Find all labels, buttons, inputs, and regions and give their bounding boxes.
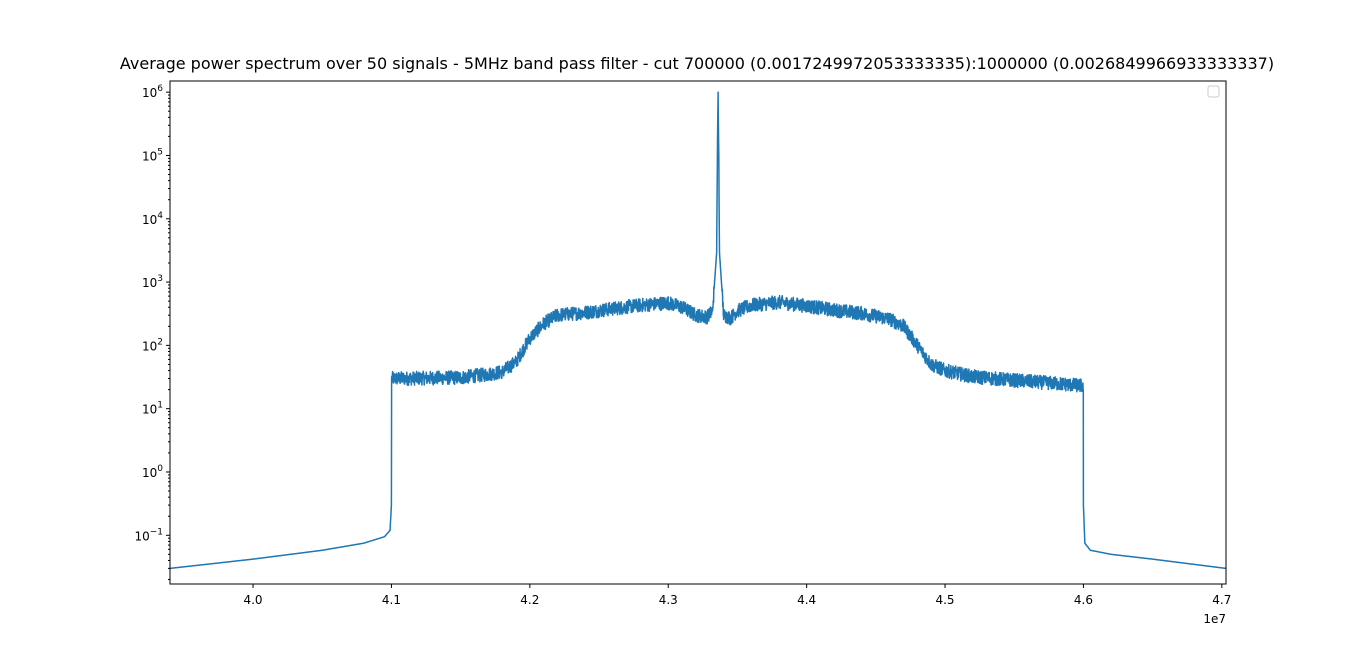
x-tick-label: 4.6 (1074, 593, 1093, 607)
y-tick-label: 105 (142, 147, 163, 163)
series-line-0 (169, 91, 1227, 570)
x-tick-label: 4.5 (935, 593, 954, 607)
y-tick-label: 10−1 (134, 527, 163, 543)
y-tick-label: 106 (142, 84, 163, 100)
x-tick-label: 4.2 (520, 593, 539, 607)
x-tick-label: 4.4 (797, 593, 816, 607)
x-tick-label: 4.7 (1212, 593, 1231, 607)
axes-frame (169, 80, 1227, 585)
y-axis: 10−1 100 101 102 103 104 105 106 (134, 84, 170, 581)
y-tick-label: 104 (142, 211, 163, 227)
x-axis: 4.0 4.1 4.2 4.3 4.4 4.5 4.6 4.7 (243, 584, 1231, 607)
x-tick-label: 4.1 (382, 593, 401, 607)
chart-title: Average power spectrum over 50 signals -… (120, 54, 1274, 73)
legend-box (1207, 85, 1220, 98)
x-tick-label: 4.3 (659, 593, 678, 607)
plot-area (169, 91, 1227, 570)
y-tick-label: 101 (142, 401, 163, 417)
y-tick-label: 100 (142, 464, 163, 480)
x-axis-offset-label: 1e7 (1203, 612, 1226, 626)
y-tick-label: 103 (142, 274, 163, 290)
y-tick-label: 102 (142, 337, 163, 353)
x-tick-label: 4.0 (243, 593, 262, 607)
